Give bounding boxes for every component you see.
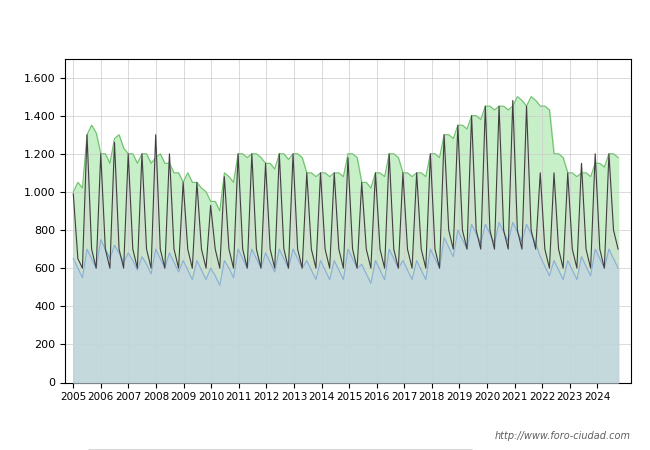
Text: http://www.foro-ciudad.com: http://www.foro-ciudad.com [495,431,630,441]
Text: Alp - Evolucion de la poblacion en edad de Trabajar Septiembre de 2024: Alp - Evolucion de la poblacion en edad … [60,17,590,32]
